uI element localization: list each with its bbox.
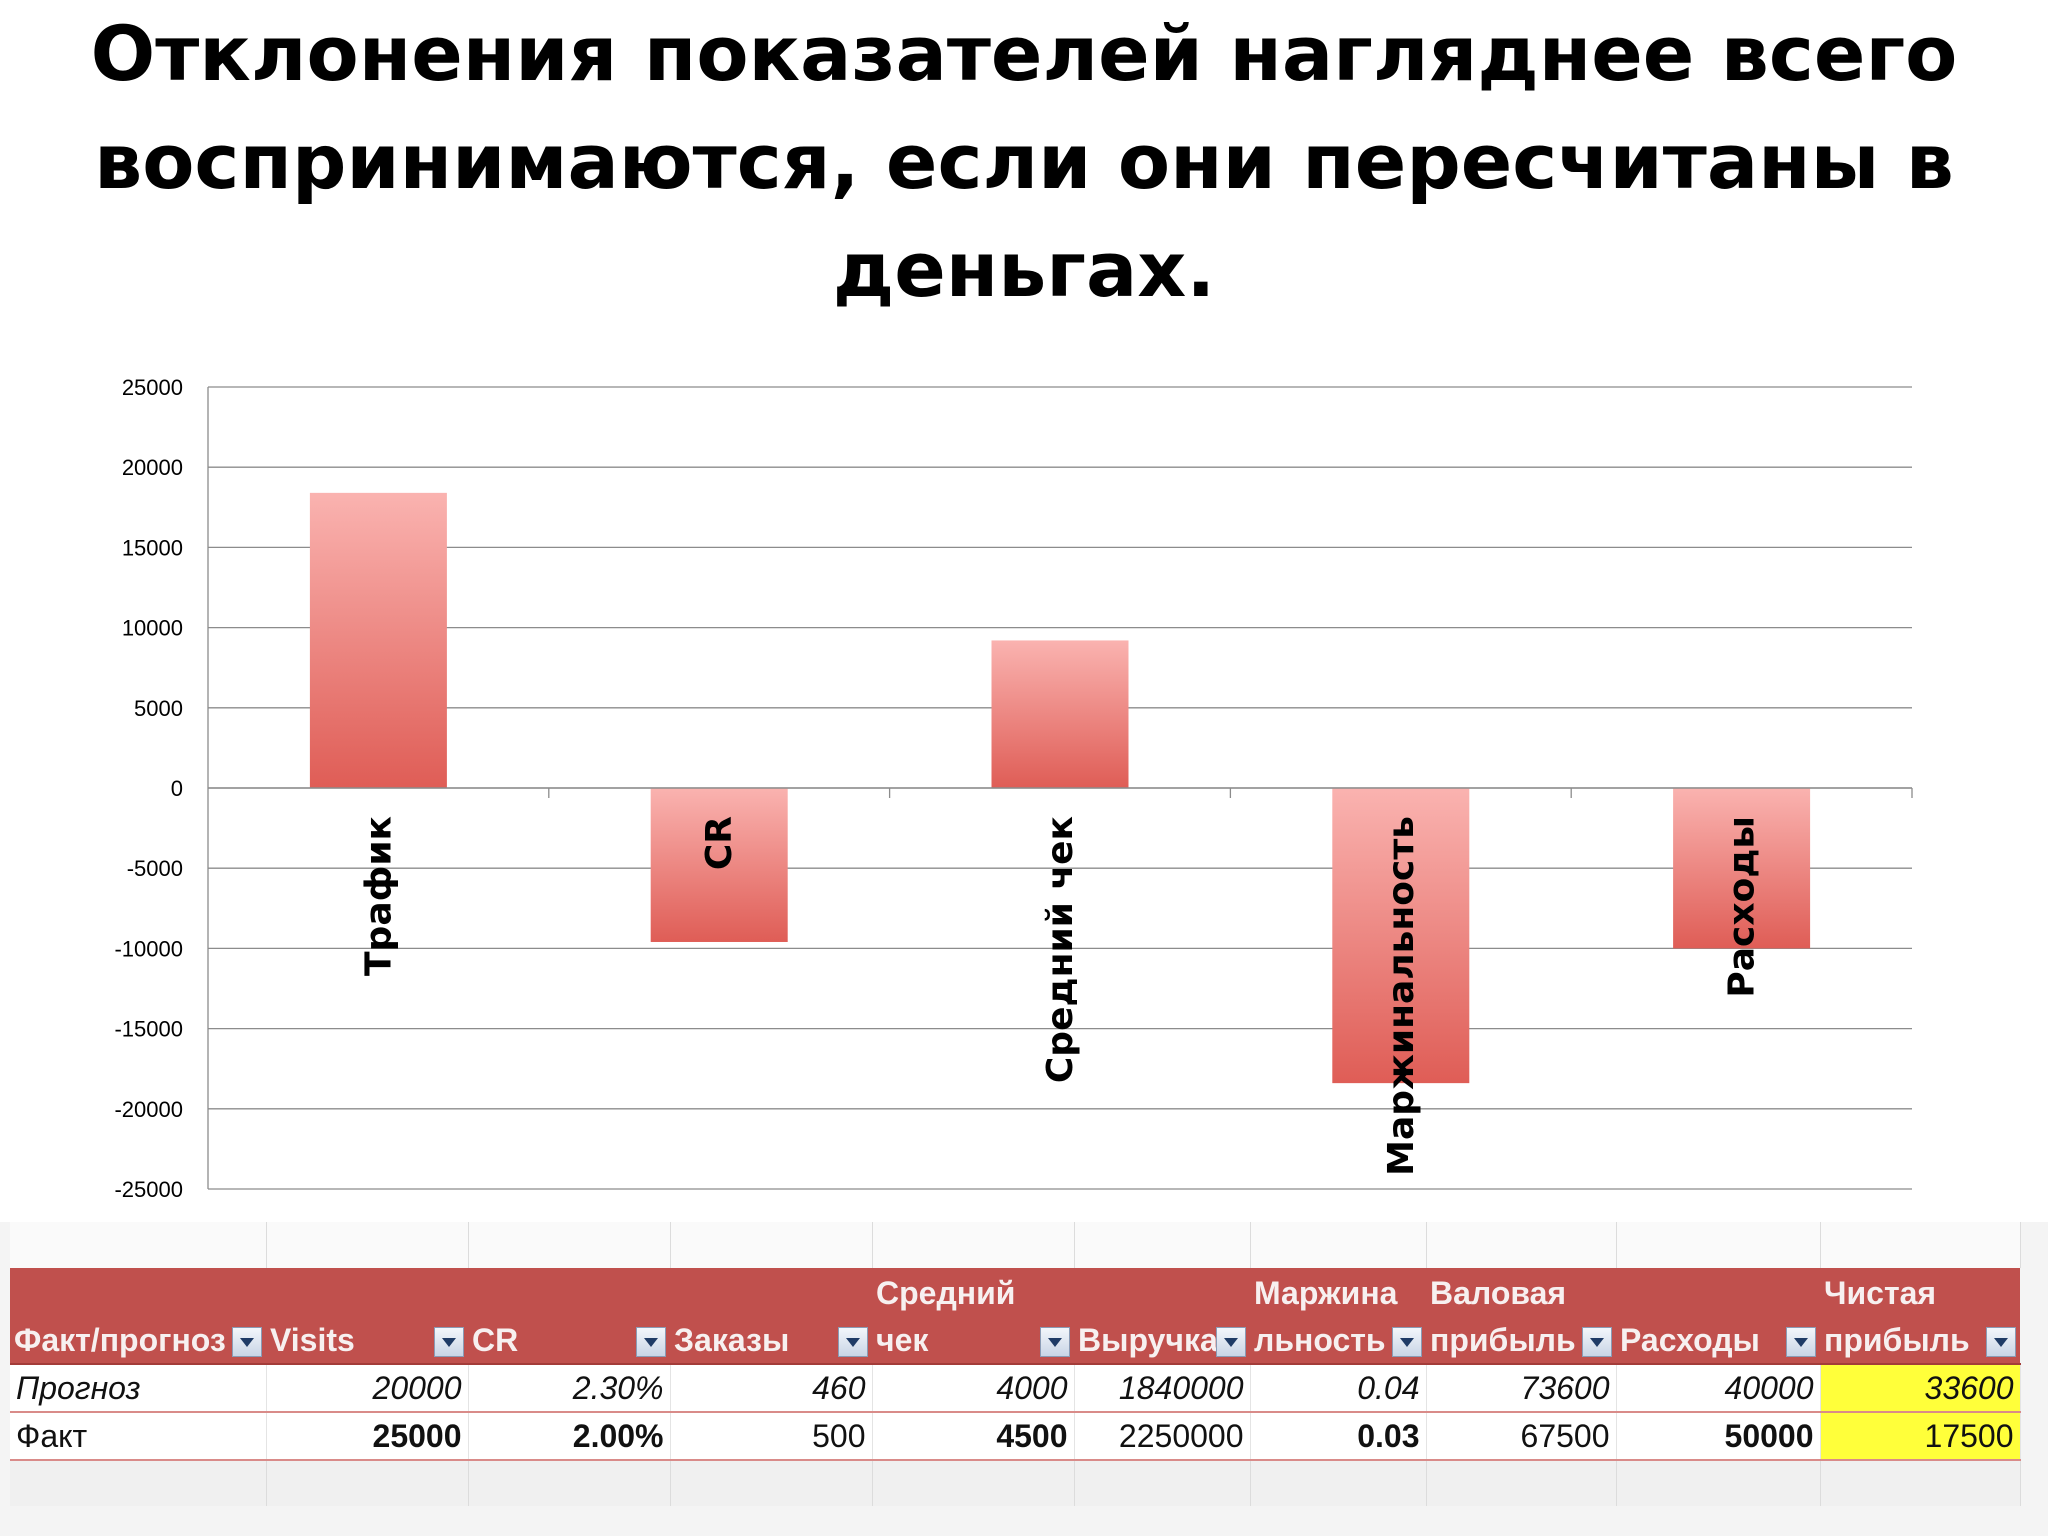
category-label: Расходы <box>1722 816 1763 998</box>
row-label-cell[interactable]: Факт <box>10 1412 267 1461</box>
bars <box>309 492 1811 1084</box>
table-cell[interactable]: 4500 <box>872 1412 1075 1461</box>
table-cell[interactable]: 4000 <box>872 1364 1075 1413</box>
column-header-label: чек <box>876 1322 929 1358</box>
header-cell-top <box>266 1268 468 1316</box>
table-cell[interactable]: 40000 <box>1616 1364 1821 1413</box>
header-cell-top: Средний <box>872 1268 1074 1316</box>
table-cell[interactable]: 2250000 <box>1074 1412 1251 1461</box>
table-cell[interactable]: 0.04 <box>1250 1364 1427 1413</box>
y-tick-label: -20000 <box>114 1097 183 1122</box>
column-header-label: Заказы <box>674 1322 790 1358</box>
y-tick-label: -5000 <box>127 856 183 881</box>
column-header: Факт/прогноз <box>10 1316 266 1365</box>
column-header-label: прибыль <box>1430 1322 1576 1358</box>
table-cell[interactable]: 50000 <box>1616 1412 1821 1461</box>
header-cell-top <box>468 1268 670 1316</box>
table-cell[interactable]: 2.00% <box>468 1412 671 1461</box>
table-cell[interactable]: 17500 <box>1820 1412 2021 1461</box>
filter-dropdown-icon[interactable] <box>1582 1327 1612 1357</box>
y-tick-label: 25000 <box>122 375 183 400</box>
category-label: CR <box>699 816 740 870</box>
table-cell[interactable]: 73600 <box>1426 1364 1617 1413</box>
y-tick-label: 0 <box>171 776 183 801</box>
column-header-label: Расходы <box>1620 1322 1760 1358</box>
table-cell[interactable]: 0.03 <box>1250 1412 1427 1461</box>
filter-dropdown-icon[interactable] <box>232 1327 262 1357</box>
title-line-3: деньгах. <box>832 225 1216 314</box>
table-cell[interactable]: 500 <box>670 1412 873 1461</box>
y-tick-label: -25000 <box>114 1177 183 1202</box>
y-tick-labels: 25000 20000 15000 10000 5000 0 -5000 -10000 -150… <box>114 375 183 1202</box>
axes <box>207 387 1913 1189</box>
category-label: Трафик <box>358 816 399 976</box>
table-cell[interactable]: 67500 <box>1426 1412 1617 1461</box>
column-header: Выручка <box>1074 1316 1250 1365</box>
column-header: CR <box>468 1316 670 1365</box>
category-label: Средний чек <box>1040 816 1081 1083</box>
blank-row <box>10 1222 2021 1268</box>
column-header: Заказы <box>670 1316 872 1365</box>
header-cell-top <box>1616 1268 1820 1316</box>
header-row-bottom: Факт/прогноз Visits CR Заказы чек Выручка льно… <box>10 1316 2020 1365</box>
header-cell-top: Маржина <box>1250 1268 1426 1316</box>
page-title: Отклонения показателей нагляднее всего в… <box>0 0 2048 324</box>
title-line-1: Отклонения показателей нагляднее всего <box>90 9 1958 98</box>
y-tick-label: 5000 <box>134 696 183 721</box>
blank-row <box>10 1460 2021 1506</box>
table-cell[interactable]: 33600 <box>1820 1364 2021 1413</box>
column-header: чек <box>872 1316 1074 1365</box>
bar-3 <box>991 640 1129 788</box>
category-label: Маржинальность <box>1381 816 1422 1176</box>
column-header-label: Факт/прогноз <box>14 1322 226 1358</box>
table-row: Прогноз 20000 2.30% 460 4000 1840000 0.04 73600… <box>10 1364 2021 1413</box>
filter-dropdown-icon[interactable] <box>838 1327 868 1357</box>
y-tick-label: 20000 <box>122 455 183 480</box>
title-line-2: воспринимаются, если они пересчитаны в <box>94 117 1954 206</box>
filter-dropdown-icon[interactable] <box>1786 1327 1816 1357</box>
header-cell-top <box>10 1268 266 1316</box>
table-cell[interactable]: 1840000 <box>1074 1364 1251 1413</box>
column-header: прибыль <box>1820 1316 2020 1365</box>
filter-dropdown-icon[interactable] <box>1216 1327 1246 1357</box>
header-cell-top: Валовая <box>1426 1268 1616 1316</box>
bar-4 <box>1332 788 1470 1084</box>
filter-dropdown-icon[interactable] <box>1392 1327 1422 1357</box>
bar-2 <box>650 788 788 942</box>
column-header: прибыль <box>1426 1316 1616 1365</box>
filter-dropdown-icon[interactable] <box>434 1327 464 1357</box>
spreadsheet-area: Средний Маржина Валовая Чистая Факт/прогноз… <box>0 1222 2048 1536</box>
bar-5 <box>1673 788 1811 949</box>
table-cell[interactable]: 20000 <box>266 1364 469 1413</box>
column-header: Расходы <box>1616 1316 1820 1365</box>
header-cell-top <box>670 1268 872 1316</box>
filter-dropdown-icon[interactable] <box>636 1327 666 1357</box>
column-header-label: Выручка <box>1078 1322 1218 1358</box>
table-cell[interactable]: 25000 <box>266 1412 469 1461</box>
table-row: Факт 25000 2.00% 500 4500 2250000 0.03 67500 500… <box>10 1412 2021 1461</box>
deviation-bar-chart: 25000 20000 15000 10000 5000 0 -5000 -10000 -150… <box>114 375 1913 1202</box>
column-header-label: льность <box>1254 1322 1386 1358</box>
filter-dropdown-icon[interactable] <box>1040 1327 1070 1357</box>
y-tick-label: -10000 <box>114 936 183 961</box>
column-header-label: CR <box>472 1322 519 1358</box>
y-tick-label: 15000 <box>122 535 183 560</box>
row-label-cell[interactable]: Прогноз <box>10 1364 267 1413</box>
header-cell-top <box>1074 1268 1250 1316</box>
column-header-label: Visits <box>270 1322 355 1358</box>
column-header-label: прибыль <box>1824 1322 1970 1358</box>
y-tick-label: 10000 <box>122 616 183 641</box>
column-header: льность <box>1250 1316 1426 1365</box>
bar-1 <box>309 492 447 788</box>
table-cell[interactable]: 460 <box>670 1364 873 1413</box>
y-tick-label: -15000 <box>114 1017 183 1042</box>
filter-dropdown-icon[interactable] <box>1986 1327 2016 1357</box>
table-cell[interactable]: 2.30% <box>468 1364 671 1413</box>
data-table: Средний Маржина Валовая Чистая Факт/прогноз… <box>10 1222 2021 1506</box>
category-labels: Трафик CR Средний чек Маржинальность Расходы <box>358 816 1762 1176</box>
header-row-top: Средний Маржина Валовая Чистая <box>10 1268 2020 1316</box>
header-cell-top: Чистая <box>1820 1268 2020 1316</box>
column-header: Visits <box>266 1316 468 1365</box>
